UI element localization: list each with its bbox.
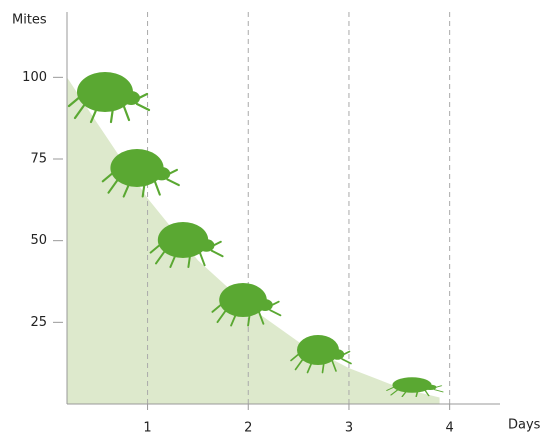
x-tick-label: 2 [244,421,252,435]
y-tick-label: 25 [30,315,47,330]
area [67,77,440,404]
x-axis-label: Days [508,418,541,433]
x-tick-label: 4 [446,421,454,435]
x-tick-label: 3 [345,421,353,435]
x-tick-label: 1 [143,421,151,435]
y-tick-label: 75 [30,152,47,167]
y-axis-label: Mites [12,13,47,28]
y-tick-label: 100 [22,70,47,85]
y-tick-label: 50 [30,233,47,248]
chart: 1 2 3 4 25 50 75 100 Mites Days [0,0,548,435]
